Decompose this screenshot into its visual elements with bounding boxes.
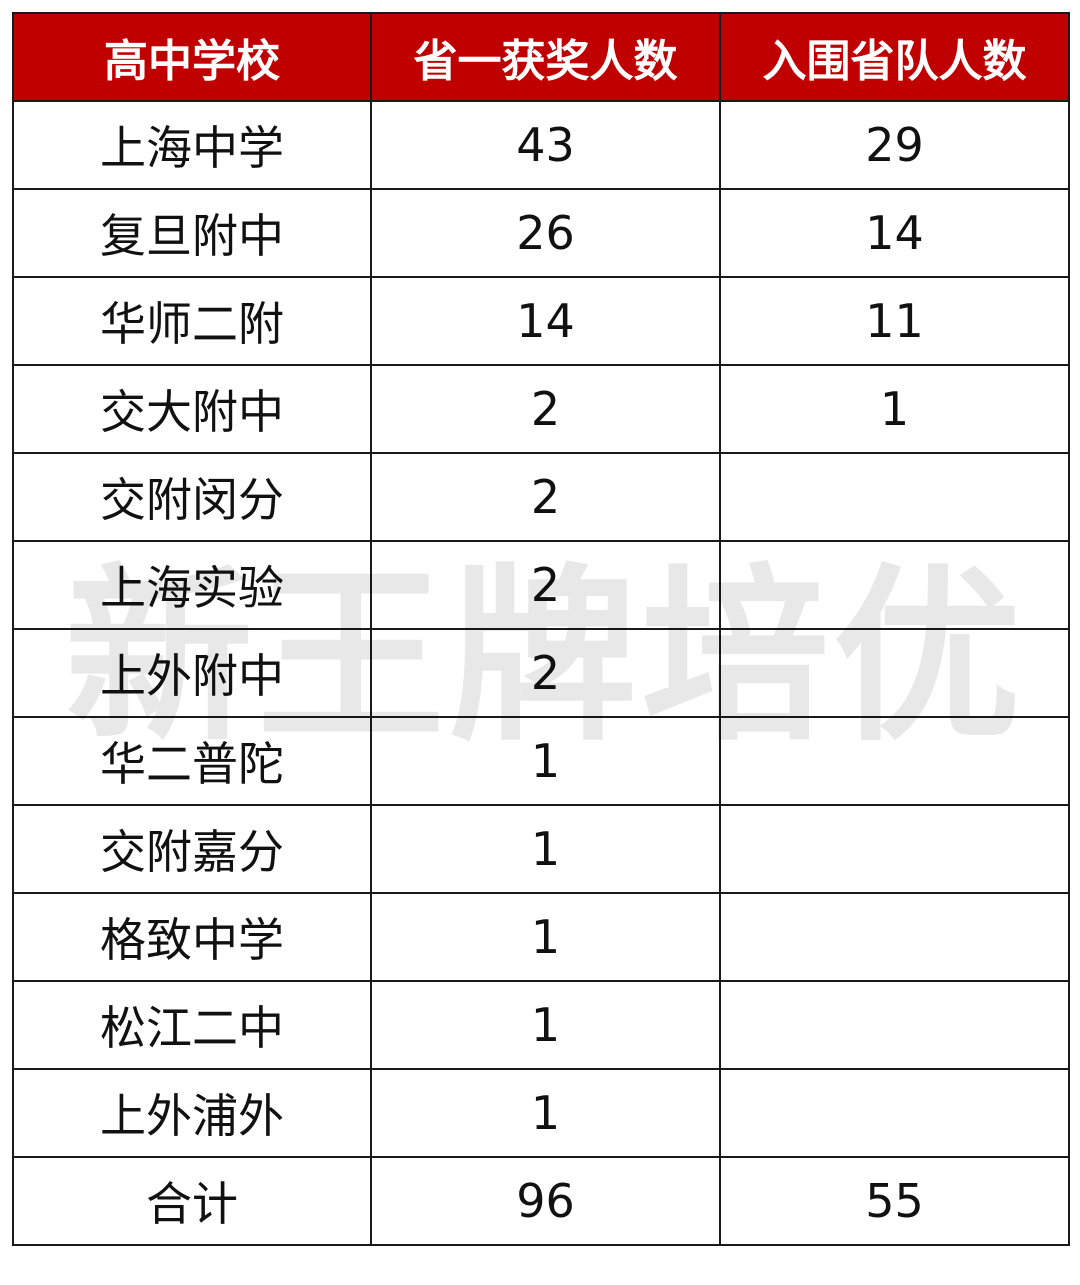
table-row: 交附嘉分 1 <box>12 804 1070 894</box>
cell-team: 1 <box>719 364 1070 454</box>
cell-school: 复旦附中 <box>12 188 372 278</box>
table-row: 交附闵分 2 <box>12 452 1070 542</box>
cell-school: 上海中学 <box>12 100 372 190</box>
table-row: 上外浦外 1 <box>12 1068 1070 1158</box>
total-label: 合计 <box>12 1156 372 1246</box>
header-award: 省一获奖人数 <box>370 12 721 102</box>
cell-award: 2 <box>370 540 721 630</box>
cell-school: 松江二中 <box>12 980 372 1070</box>
cell-award: 26 <box>370 188 721 278</box>
cell-team <box>719 452 1070 542</box>
table-row: 格致中学 1 <box>12 892 1070 982</box>
cell-school: 交附闵分 <box>12 452 372 542</box>
cell-award: 1 <box>370 804 721 894</box>
cell-team <box>719 540 1070 630</box>
table-row: 交大附中 2 1 <box>12 364 1070 454</box>
cell-school: 华师二附 <box>12 276 372 366</box>
cell-team <box>719 1068 1070 1158</box>
total-team: 55 <box>719 1156 1070 1246</box>
cell-team: 14 <box>719 188 1070 278</box>
cell-award: 1 <box>370 892 721 982</box>
cell-award: 1 <box>370 980 721 1070</box>
table-row: 华二普陀 1 <box>12 716 1070 806</box>
cell-team: 11 <box>719 276 1070 366</box>
cell-award: 1 <box>370 716 721 806</box>
cell-school: 交附嘉分 <box>12 804 372 894</box>
table-row: 上海实验 2 <box>12 540 1070 630</box>
cell-team <box>719 716 1070 806</box>
cell-team <box>719 804 1070 894</box>
table-row: 松江二中 1 <box>12 980 1070 1070</box>
cell-team: 29 <box>719 100 1070 190</box>
table-header-row: 高中学校 省一获奖人数 入围省队人数 <box>12 12 1070 102</box>
cell-award: 1 <box>370 1068 721 1158</box>
header-school: 高中学校 <box>12 12 372 102</box>
cell-team <box>719 980 1070 1070</box>
cell-school: 交大附中 <box>12 364 372 454</box>
cell-award: 14 <box>370 276 721 366</box>
awards-table: 高中学校 省一获奖人数 入围省队人数 上海中学 43 29 复旦附中 26 14 华师二附 1… <box>12 12 1070 1246</box>
table-row: 华师二附 14 11 <box>12 276 1070 366</box>
cell-award: 2 <box>370 452 721 542</box>
cell-team <box>719 628 1070 718</box>
cell-school: 上海实验 <box>12 540 372 630</box>
table-row: 上外附中 2 <box>12 628 1070 718</box>
cell-school: 华二普陀 <box>12 716 372 806</box>
cell-school: 上外浦外 <box>12 1068 372 1158</box>
table-row: 复旦附中 26 14 <box>12 188 1070 278</box>
cell-school: 格致中学 <box>12 892 372 982</box>
cell-award: 43 <box>370 100 721 190</box>
total-award: 96 <box>370 1156 721 1246</box>
header-team: 入围省队人数 <box>719 12 1070 102</box>
table-row: 上海中学 43 29 <box>12 100 1070 190</box>
cell-award: 2 <box>370 364 721 454</box>
cell-team <box>719 892 1070 982</box>
cell-award: 2 <box>370 628 721 718</box>
cell-school: 上外附中 <box>12 628 372 718</box>
total-row: 合计 96 55 <box>12 1156 1070 1246</box>
